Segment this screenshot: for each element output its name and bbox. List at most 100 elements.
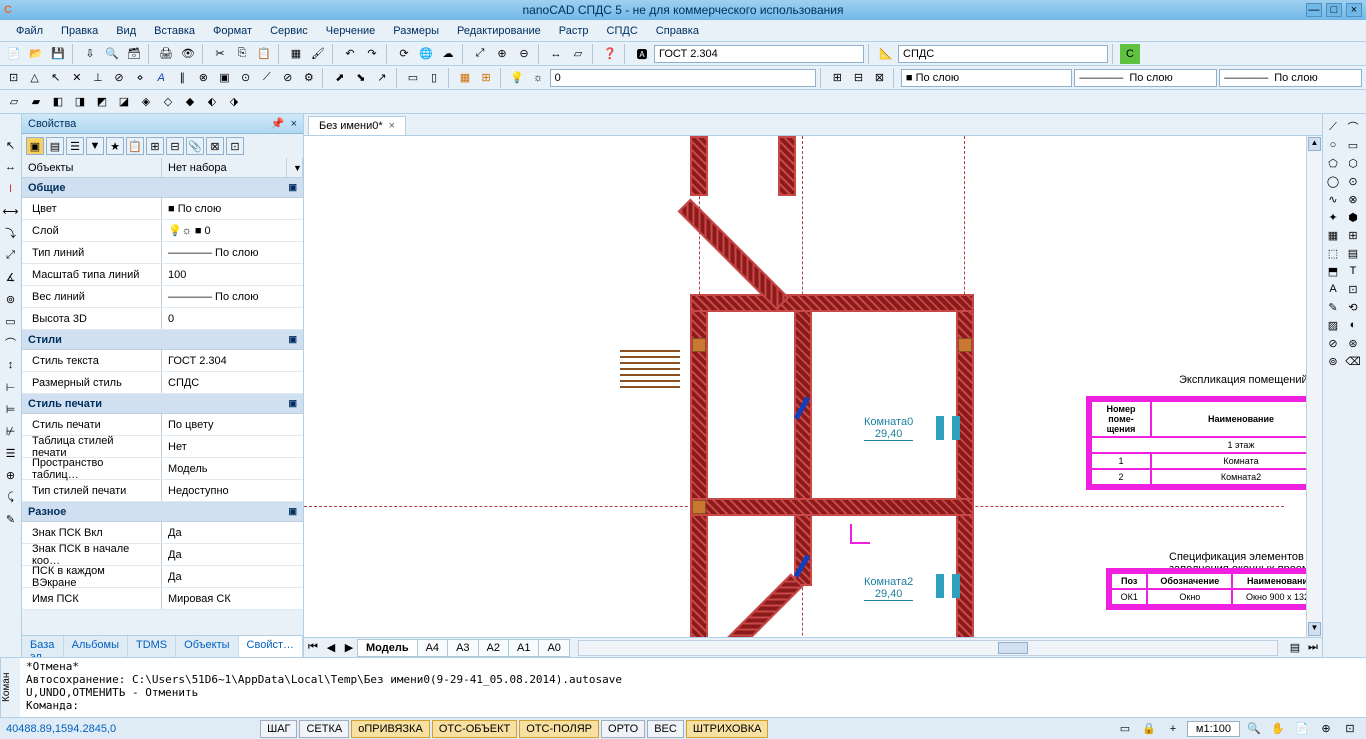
rtool-22-icon[interactable]: ▨ <box>1323 316 1343 334</box>
snap-cen-icon[interactable]: ⊙ <box>236 68 255 88</box>
props-category[interactable]: Разное▣ <box>22 502 303 522</box>
dim-style-input[interactable] <box>898 45 1108 63</box>
pin-icon[interactable]: 📌 <box>271 117 285 130</box>
snap-ins-icon[interactable]: ▣ <box>215 68 234 88</box>
layerm3-icon[interactable]: ⊠ <box>870 68 889 88</box>
layer-bulb-icon[interactable]: 💡 <box>507 68 526 88</box>
props-row[interactable]: Масштаб типа линий100 <box>22 264 303 286</box>
view-iso1-icon[interactable]: ◈ <box>136 92 156 112</box>
pt-gs2-icon[interactable]: ⊟ <box>166 137 184 155</box>
sheet-tab[interactable]: A3 <box>447 639 478 657</box>
scale-display[interactable]: м1:100 <box>1187 721 1240 737</box>
view-iso5-icon[interactable]: ⬗ <box>224 92 244 112</box>
menu-Вставка[interactable]: Вставка <box>146 23 203 39</box>
snap-par-icon[interactable]: ∥ <box>173 68 192 88</box>
props-row[interactable]: Пространство таблиц…Модель <box>22 458 303 480</box>
props-icon[interactable]: ▦ <box>286 44 306 64</box>
vport1-icon[interactable]: ▭ <box>403 68 422 88</box>
distance-icon[interactable]: ↔ <box>546 44 566 64</box>
rtool-0-icon[interactable]: ⟋ <box>1323 118 1343 136</box>
pt-filter-icon[interactable]: ▼ <box>86 137 104 155</box>
menu-Сервис[interactable]: Сервис <box>262 23 316 39</box>
sheet-tab[interactable]: A1 <box>508 639 539 657</box>
view-back-icon[interactable]: ◨ <box>70 92 90 112</box>
rtool-17-icon[interactable]: T <box>1343 262 1363 280</box>
dim-frame-icon[interactable]: ▭ <box>1 311 21 331</box>
pt-fav-icon[interactable]: ★ <box>106 137 124 155</box>
props-tab[interactable]: Свойст… <box>239 636 303 657</box>
snap-end-icon[interactable]: ⊡ <box>4 68 23 88</box>
dim-aligned-icon[interactable]: ⤢ <box>1 245 21 265</box>
dim-angle-icon[interactable]: ∡ <box>1 267 21 287</box>
snap-set-icon[interactable]: ⚙ <box>299 68 318 88</box>
vport2-icon[interactable]: ▯ <box>424 68 443 88</box>
dim-ord-icon[interactable]: ↕ <box>1 355 21 375</box>
snap-cursor-icon[interactable]: ↖ <box>46 68 65 88</box>
status-zoom-icon[interactable]: 🔍 <box>1244 719 1264 739</box>
lineweight-combo[interactable]: ————По слою <box>1219 69 1362 87</box>
props-row[interactable]: Стиль текстаГОСТ 2.304 <box>22 350 303 372</box>
dim-group-icon[interactable]: ☰ <box>1 443 21 463</box>
new-icon[interactable]: 📄 <box>4 44 24 64</box>
pt-attach-icon[interactable]: 📎 <box>186 137 204 155</box>
vscrollbar[interactable]: ▲ ▼ <box>1306 136 1322 637</box>
pt-paste-icon[interactable]: 📋 <box>126 137 144 155</box>
sheet-tab[interactable]: A2 <box>478 639 509 657</box>
dim-jog-icon[interactable]: ⤹ <box>1 487 21 507</box>
snap-node-icon[interactable]: ⊗ <box>194 68 213 88</box>
menu-Растр[interactable]: Растр <box>551 23 597 39</box>
layer-combo[interactable]: 0 <box>550 69 816 87</box>
props-row[interactable]: ПСК в каждом ВЭкранеДа <box>22 566 303 588</box>
dim-edit-icon[interactable]: ✎ <box>1 509 21 529</box>
props-tab[interactable]: Альбомы <box>64 636 128 657</box>
status-lock-icon[interactable]: 🔒 <box>1139 719 1159 739</box>
rtool-3-icon[interactable]: ▭ <box>1343 136 1363 154</box>
sheet-last-icon[interactable]: ⏭ <box>1304 641 1322 654</box>
db-icon[interactable]: 🗃 <box>124 44 144 64</box>
view-front-icon[interactable]: ◧ <box>48 92 68 112</box>
rtool-2-icon[interactable]: ○ <box>1323 136 1343 154</box>
pt-doc-icon[interactable]: ▤ <box>46 137 64 155</box>
mode-ШТРИХОВКА[interactable]: ШТРИХОВКА <box>686 720 769 738</box>
rtool-15-icon[interactable]: ▤ <box>1343 244 1363 262</box>
props-row[interactable]: Знак ПСК в начале коо…Да <box>22 544 303 566</box>
dim-linear-icon[interactable]: ⟷ <box>1 201 21 221</box>
close-button[interactable]: × <box>1346 3 1362 17</box>
rtool-7-icon[interactable]: ⊙ <box>1343 172 1363 190</box>
props-category[interactable]: Общие▣ <box>22 178 303 198</box>
rtool-11-icon[interactable]: ⬢ <box>1343 208 1363 226</box>
snap-tan-icon[interactable]: ⊘ <box>109 68 128 88</box>
rtool-16-icon[interactable]: ⬒ <box>1323 262 1343 280</box>
view-iso4-icon[interactable]: ⬖ <box>202 92 222 112</box>
sheet-prev-icon[interactable]: ◀ <box>322 641 340 654</box>
props-tab[interactable]: Объекты <box>176 636 238 657</box>
cmd-text[interactable]: *Отмена* Автосохранение: C:\Users\51D6~1… <box>20 658 1366 717</box>
view-left-icon[interactable]: ◩ <box>92 92 112 112</box>
leader-icon[interactable]: ⤵ <box>1 223 21 243</box>
open-icon[interactable]: 📂 <box>26 44 46 64</box>
pt-sel-icon[interactable]: ▣ <box>26 137 44 155</box>
dim-base-icon[interactable]: ⊨ <box>1 399 21 419</box>
status-pan-icon[interactable]: ✋ <box>1268 719 1288 739</box>
textstyle-icon[interactable]: 🅰 <box>632 44 652 64</box>
zoom-extents-icon[interactable]: ⤢ <box>470 44 490 64</box>
view-bottom-icon[interactable]: ▰ <box>26 92 46 112</box>
rtool-12-icon[interactable]: ▦ <box>1323 226 1343 244</box>
props-obj-value[interactable]: Нет набора <box>162 158 287 177</box>
snap-perp-icon[interactable]: ⊥ <box>88 68 107 88</box>
paste-icon[interactable]: 📋 <box>254 44 274 64</box>
props-row[interactable]: Слой💡☼ ■ 0 <box>22 220 303 242</box>
mode-ВЕС[interactable]: ВЕС <box>647 720 684 738</box>
rtool-6-icon[interactable]: ◯ <box>1323 172 1343 190</box>
text-icon[interactable]: I <box>1 179 21 199</box>
layerm2-icon[interactable]: ⊟ <box>849 68 868 88</box>
mode-СЕТКА[interactable]: СЕТКА <box>299 720 349 738</box>
menu-Черчение[interactable]: Черчение <box>318 23 384 39</box>
props-tab[interactable]: TDMS <box>128 636 176 657</box>
rtool-19-icon[interactable]: ⊡ <box>1343 280 1363 298</box>
sheet-tab[interactable]: A4 <box>417 639 448 657</box>
rtool-1-icon[interactable]: ⌒ <box>1343 118 1363 136</box>
menu-Размеры[interactable]: Размеры <box>385 23 447 39</box>
props-category[interactable]: Стиль печати▣ <box>22 394 303 414</box>
snap-off-icon[interactable]: ⊘ <box>278 68 297 88</box>
